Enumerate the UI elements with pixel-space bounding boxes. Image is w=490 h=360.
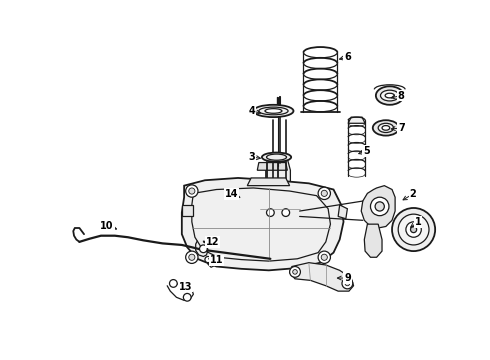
Circle shape [345,281,350,286]
Polygon shape [361,186,395,228]
Ellipse shape [262,153,291,162]
Circle shape [318,187,330,199]
Polygon shape [257,163,287,170]
Ellipse shape [382,126,390,130]
Text: 13: 13 [179,282,193,292]
Circle shape [293,270,297,274]
Circle shape [282,209,290,216]
Text: 1: 1 [415,217,421,227]
Text: 6: 6 [344,52,351,62]
Polygon shape [266,159,291,199]
Text: 4: 4 [248,106,255,116]
Circle shape [290,266,300,277]
Circle shape [211,258,217,264]
Circle shape [375,202,384,211]
Text: 14: 14 [225,189,239,199]
Circle shape [318,251,330,264]
Ellipse shape [265,109,282,113]
Polygon shape [182,178,343,270]
Circle shape [414,237,419,243]
Ellipse shape [253,105,294,117]
Polygon shape [260,193,300,226]
Text: 10: 10 [100,221,114,231]
Polygon shape [182,205,194,216]
Ellipse shape [381,90,399,101]
Circle shape [189,188,195,194]
Polygon shape [348,117,365,123]
Circle shape [267,209,274,216]
Circle shape [321,190,327,197]
Circle shape [205,256,211,263]
Circle shape [398,214,429,245]
Text: 11: 11 [210,255,223,265]
Polygon shape [365,224,382,257]
Ellipse shape [376,86,404,105]
Text: 7: 7 [398,123,405,133]
Circle shape [170,280,177,287]
Circle shape [183,293,191,301]
Circle shape [370,197,389,216]
Circle shape [406,222,421,237]
Text: 3: 3 [248,152,255,162]
Ellipse shape [373,120,399,136]
Circle shape [342,278,353,289]
Text: 12: 12 [206,237,220,247]
Circle shape [402,233,408,239]
Ellipse shape [378,123,393,132]
Circle shape [422,227,427,232]
Circle shape [402,221,408,226]
Polygon shape [290,263,354,291]
Circle shape [199,245,207,253]
Polygon shape [338,205,347,219]
Circle shape [321,254,327,260]
Circle shape [392,208,435,251]
Text: 9: 9 [344,273,351,283]
Text: 2: 2 [410,189,416,199]
Polygon shape [247,178,290,186]
Circle shape [186,185,198,197]
Circle shape [414,217,419,222]
Circle shape [189,254,195,260]
Text: 5: 5 [363,146,370,156]
Circle shape [186,251,198,264]
Text: 8: 8 [398,91,405,100]
Circle shape [411,226,416,233]
Ellipse shape [385,93,394,98]
